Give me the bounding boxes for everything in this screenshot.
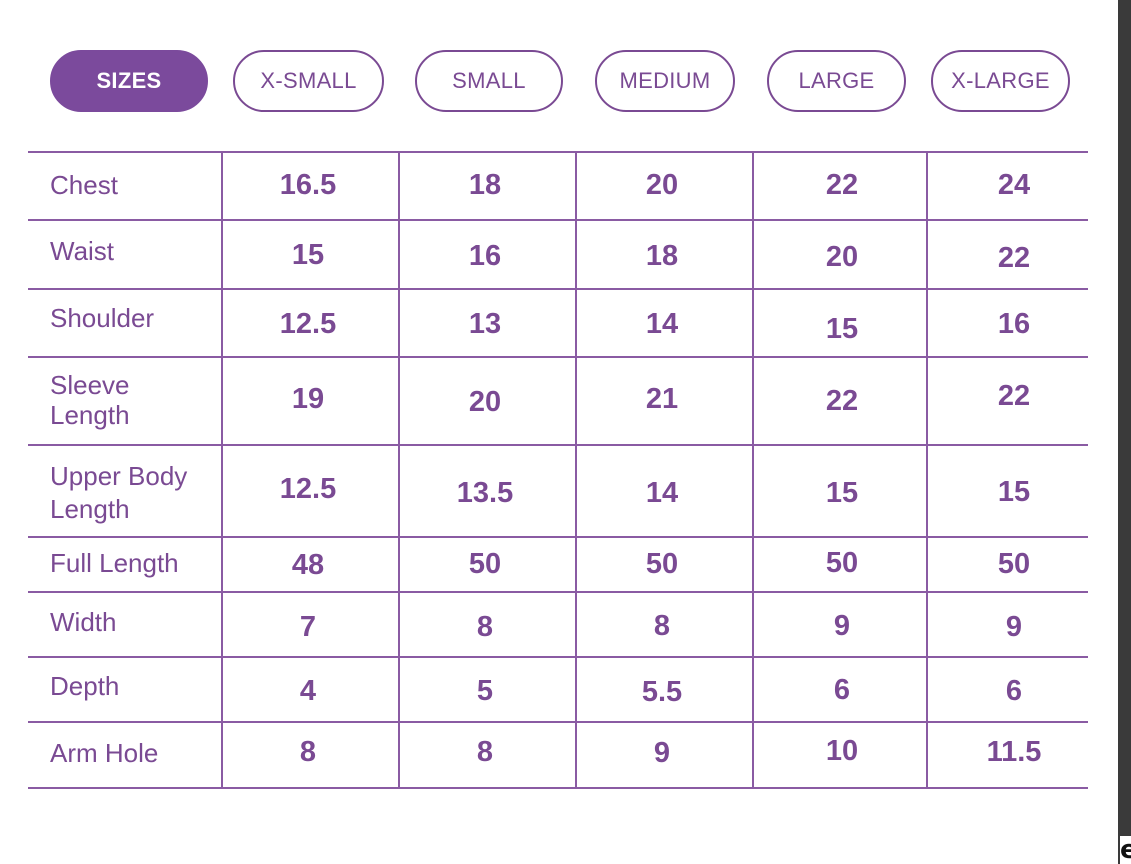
table-cell: 12.5 xyxy=(279,308,337,340)
cropped-glyph: e xyxy=(1120,836,1131,864)
table-rule xyxy=(28,288,1088,290)
table-cell: 9 xyxy=(653,737,671,769)
column-divider xyxy=(575,151,577,789)
size-pill-small: SMALL xyxy=(415,50,563,112)
row-label-waist: Waist xyxy=(50,236,115,266)
table-cell: 9 xyxy=(833,610,851,642)
table-cell: 11.5 xyxy=(986,736,1042,768)
table-cell: 22 xyxy=(997,380,1031,412)
table-rule xyxy=(28,151,1088,153)
row-label-width: Width xyxy=(50,607,117,637)
table-cell: 6 xyxy=(833,674,851,706)
table-cell: 15 xyxy=(825,477,859,509)
table-cell: 4 xyxy=(299,675,317,707)
table-cell: 50 xyxy=(468,548,502,580)
table-rule xyxy=(28,356,1088,358)
size-pill-medium: MEDIUM xyxy=(595,50,735,112)
row-label-arm-hole: Arm Hole xyxy=(50,738,159,768)
table-cell: 15 xyxy=(997,476,1031,508)
table-cell: 20 xyxy=(825,241,859,273)
table-cell: 22 xyxy=(825,385,859,417)
table-cell: 48 xyxy=(291,549,325,581)
table-cell: 16.5 xyxy=(279,169,337,201)
column-divider xyxy=(398,151,400,789)
table-cell: 16 xyxy=(997,308,1031,340)
scrollbar[interactable] xyxy=(1118,0,1131,864)
table-cell: 18 xyxy=(645,240,679,272)
table-rule xyxy=(28,219,1088,221)
table-cell: 6 xyxy=(1005,675,1023,707)
table-cell: 50 xyxy=(825,547,859,579)
column-divider xyxy=(926,151,928,789)
table-rule xyxy=(28,444,1088,446)
table-cell: 22 xyxy=(825,169,859,201)
table-cell: 21 xyxy=(645,383,679,415)
table-cell: 22 xyxy=(997,242,1031,274)
size-pill-large: LARGE xyxy=(767,50,906,112)
table-cell: 24 xyxy=(997,169,1031,201)
sizes-header-pill: SIZES xyxy=(50,50,208,112)
size-pill-x-small: X-SMALL xyxy=(233,50,384,112)
table-cell: 20 xyxy=(468,386,502,418)
table-cell: 9 xyxy=(1005,611,1023,643)
row-label-upper-body-length: Upper Body Length xyxy=(50,461,188,524)
table-cell: 50 xyxy=(645,548,679,580)
table-rule xyxy=(28,656,1088,658)
table-cell: 19 xyxy=(291,383,325,415)
table-cell: 5 xyxy=(476,675,494,707)
table-cell: 8 xyxy=(476,736,494,768)
table-cell: 14 xyxy=(645,477,679,509)
table-cell: 10 xyxy=(825,735,859,767)
row-label-full-length: Full Length xyxy=(50,548,179,578)
table-cell: 50 xyxy=(997,548,1031,580)
size-pill-x-large: X-LARGE xyxy=(931,50,1070,112)
table-rule xyxy=(28,787,1088,789)
table-cell: 7 xyxy=(299,611,317,643)
table-cell: 14 xyxy=(645,308,679,340)
row-label-sleeve-length: Sleeve Length xyxy=(50,370,130,430)
table-cell: 8 xyxy=(476,611,494,643)
table-cell: 15 xyxy=(825,313,859,345)
table-cell: 16 xyxy=(468,240,502,272)
table-cell: 8 xyxy=(653,610,671,642)
table-rule xyxy=(28,721,1088,723)
row-label-chest: Chest xyxy=(50,170,118,200)
table-rule xyxy=(28,536,1088,538)
row-label-shoulder: Shoulder xyxy=(50,303,155,333)
table-cell: 15 xyxy=(291,239,325,271)
column-divider xyxy=(752,151,754,789)
row-label-depth: Depth xyxy=(50,671,120,701)
table-cell: 13.5 xyxy=(456,477,514,509)
table-cell: 12.5 xyxy=(279,473,337,505)
table-cell: 13 xyxy=(468,308,502,340)
table-cell: 18 xyxy=(468,169,502,201)
column-divider xyxy=(221,151,223,789)
table-rule xyxy=(28,591,1088,593)
table-cell: 20 xyxy=(645,169,679,201)
table-cell: 8 xyxy=(299,736,317,768)
table-cell: 5.5 xyxy=(641,676,683,708)
